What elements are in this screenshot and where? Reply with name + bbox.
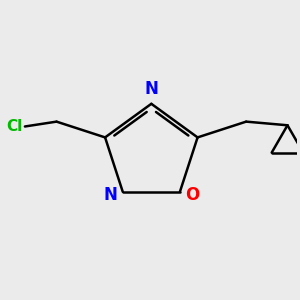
- Text: N: N: [103, 186, 117, 204]
- Text: N: N: [144, 80, 158, 98]
- Text: O: O: [185, 186, 200, 204]
- Text: Cl: Cl: [6, 119, 22, 134]
